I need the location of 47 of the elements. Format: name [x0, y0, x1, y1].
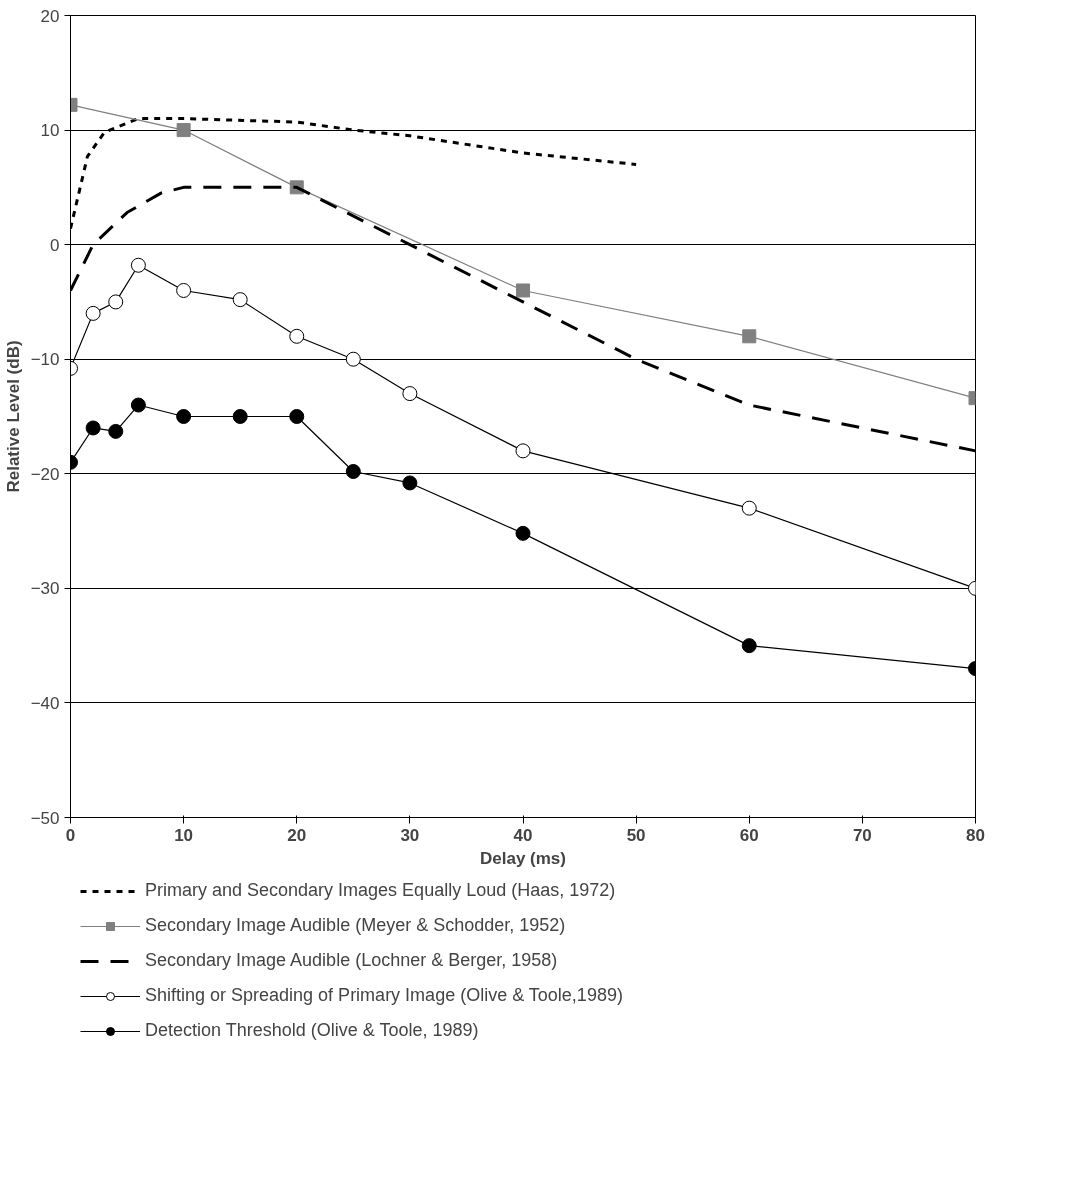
- point: [176, 282, 192, 298]
- point: [402, 475, 418, 491]
- point: [741, 500, 757, 516]
- y-tick-label: −40: [30, 693, 60, 713]
- point: [345, 464, 361, 479]
- x-tick-label: 40: [513, 825, 533, 845]
- point: [176, 123, 191, 138]
- y-axis-title: Relative Level (dB): [3, 340, 23, 493]
- point: [289, 409, 305, 424]
- y-tick-label: 0: [50, 235, 60, 255]
- point: [741, 638, 757, 654]
- point: [232, 409, 248, 424]
- x-tick-label: 50: [626, 825, 646, 845]
- point: [130, 257, 146, 273]
- point: [516, 283, 530, 298]
- y-tick-label: 10: [40, 121, 60, 141]
- y-tick-label: −50: [30, 808, 60, 828]
- point: [176, 409, 192, 424]
- legend-label: Secondary Image Audible (Meyer & Schodder, 1952): [145, 915, 566, 936]
- point: [130, 397, 146, 413]
- point: [515, 525, 531, 541]
- x-axis-title: Delay (ms): [480, 848, 566, 868]
- point: [345, 351, 361, 367]
- y-tick-label: −10: [30, 350, 60, 370]
- x-tick-label: 70: [852, 825, 872, 845]
- x-tick-label: 60: [739, 825, 759, 845]
- point: [108, 423, 124, 439]
- legend-label: Primary and Secondary Images Equally Loud (Haas, 1972): [145, 880, 616, 901]
- x-tick-label: 80: [966, 825, 985, 845]
- y-tick-label: −30: [30, 579, 60, 599]
- point: [289, 328, 305, 344]
- point: [232, 292, 248, 308]
- legend-label: Shifting or Spreading of Primary Image (Olive & Toole,1989): [145, 985, 623, 1006]
- point: [85, 420, 101, 436]
- legend-label: Detection Threshold (Olive & Toole, 1989): [145, 1020, 479, 1041]
- x-tick-label: 0: [65, 825, 76, 845]
- x-tick-label: 10: [174, 825, 194, 845]
- point: [85, 305, 101, 321]
- legend-label: Secondary Image Audible (Lochner & Berger, 1958): [145, 950, 558, 971]
- x-tick-label: 30: [400, 825, 420, 845]
- point: [515, 443, 531, 459]
- point: [108, 294, 124, 310]
- x-tick-label: 20: [287, 825, 307, 845]
- point: [742, 329, 757, 344]
- y-tick-label: 20: [40, 6, 60, 26]
- y-tick-label: −20: [30, 464, 60, 484]
- point: [402, 386, 418, 402]
